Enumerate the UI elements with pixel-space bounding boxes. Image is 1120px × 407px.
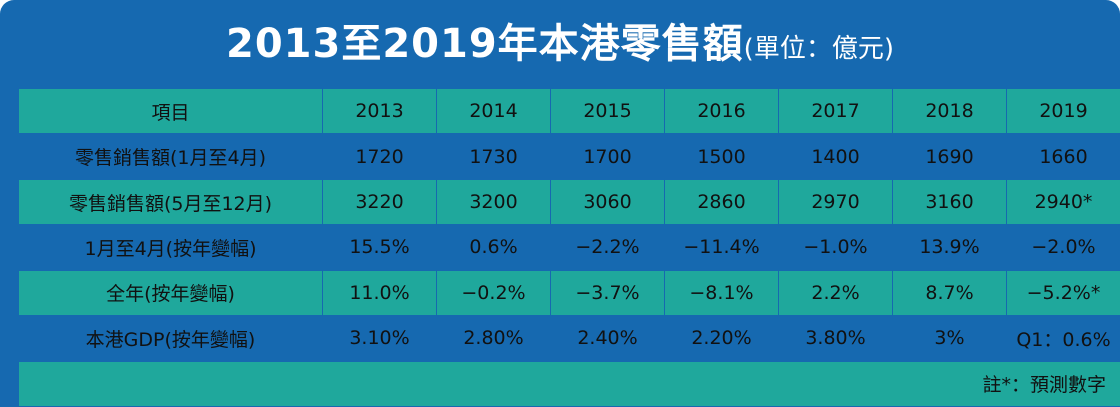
header-cell-year: 2015 <box>550 87 665 135</box>
table-row: 全年(按年變幅) 11.0% −0.2% −3.7% −8.1% 2.2% 8.… <box>18 269 1120 317</box>
table-cell: 3160 <box>892 178 1007 226</box>
table-row: 零售銷售額(5月至12月) 3220 3200 3060 2860 2970 3… <box>18 178 1120 226</box>
table-cell: 2860 <box>664 178 779 226</box>
row-label: 本港GDP(按年變幅) <box>18 315 323 362</box>
table-cell: 3% <box>892 315 1007 362</box>
header-cell-year: 2019 <box>1006 87 1120 135</box>
table-cell: 2970 <box>778 178 893 226</box>
row-label: 零售銷售額(1月至4月) <box>18 133 323 180</box>
table-cell: 3060 <box>550 178 665 226</box>
table-cell: −3.7% <box>550 269 665 317</box>
table-cell: 1500 <box>664 133 779 180</box>
table-row: 零售銷售額(1月至4月) 1720 1730 1700 1500 1400 16… <box>18 133 1120 180</box>
table-cell: 13.9% <box>892 224 1007 271</box>
table-cell: −2.0% <box>1006 224 1120 271</box>
header-cell-year: 2016 <box>664 87 779 135</box>
table-cell: 2940* <box>1006 178 1120 226</box>
table-cell: Q1：0.6% <box>1006 315 1120 362</box>
table-cell: 1720 <box>322 133 437 180</box>
table-note-row: 註*：預測數字 <box>18 360 1120 407</box>
row-label: 1月至4月(按年變幅) <box>18 224 323 271</box>
table-cell: 2.80% <box>436 315 551 362</box>
table-cell: 3.80% <box>778 315 893 362</box>
table-cell: 8.7% <box>892 269 1007 317</box>
footnote: 註*：預測數字 <box>18 360 1120 407</box>
page-title: 2013至2019年本港零售額(單位：億元) <box>0 0 1120 88</box>
table-cell: 3200 <box>436 178 551 226</box>
table-cell: 2.20% <box>664 315 779 362</box>
table-cell: 3.10% <box>322 315 437 362</box>
table-cell: −5.2%* <box>1006 269 1120 317</box>
header-cell-year: 2017 <box>778 87 893 135</box>
retail-sales-table: 項目 2013 2014 2015 2016 2017 2018 2019 零售… <box>18 87 1120 407</box>
table-cell: −0.2% <box>436 269 551 317</box>
table-cell: 15.5% <box>322 224 437 271</box>
title-main: 2013至2019年本港零售額 <box>226 21 744 67</box>
table-cell: 2.40% <box>550 315 665 362</box>
table-header-row: 項目 2013 2014 2015 2016 2017 2018 2019 <box>18 87 1120 135</box>
table-row: 1月至4月(按年變幅) 15.5% 0.6% −2.2% −11.4% −1.0… <box>18 224 1120 271</box>
table-cell: 3220 <box>322 178 437 226</box>
row-label: 零售銷售額(5月至12月) <box>18 178 323 226</box>
table-cell: −11.4% <box>664 224 779 271</box>
header-cell-year: 2014 <box>436 87 551 135</box>
header-cell-year: 2013 <box>322 87 437 135</box>
header-cell-item: 項目 <box>18 87 323 135</box>
table-cell: 1730 <box>436 133 551 180</box>
table-cell: −1.0% <box>778 224 893 271</box>
header-cell-year: 2018 <box>892 87 1007 135</box>
table-cell: −2.2% <box>550 224 665 271</box>
row-label: 全年(按年變幅) <box>18 269 323 317</box>
table-cell: 0.6% <box>436 224 551 271</box>
table-cell: 2.2% <box>778 269 893 317</box>
table-row: 本港GDP(按年變幅) 3.10% 2.80% 2.40% 2.20% 3.80… <box>18 315 1120 362</box>
table-cell: 1660 <box>1006 133 1120 180</box>
table-cell: −8.1% <box>664 269 779 317</box>
title-unit: (單位：億元) <box>743 34 894 64</box>
table-cell: 1400 <box>778 133 893 180</box>
table-cell: 1690 <box>892 133 1007 180</box>
table-cell: 11.0% <box>322 269 437 317</box>
table-cell: 1700 <box>550 133 665 180</box>
